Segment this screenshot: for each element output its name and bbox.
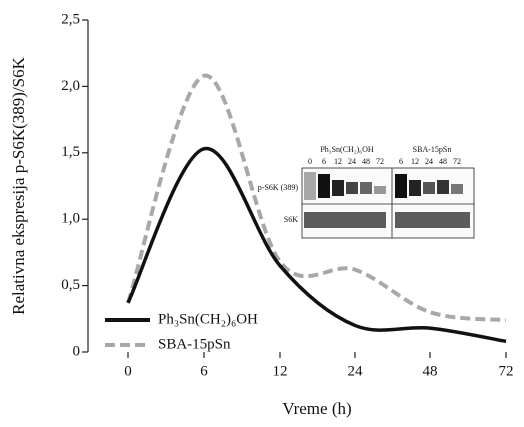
- legend-label: Ph₃Sn(CH₂)₆OH: [158, 311, 258, 327]
- x-tick-label: 12: [273, 363, 288, 379]
- y-tick-label: 0: [73, 343, 81, 359]
- inset-blot: [301, 167, 475, 239]
- y-tick-label: 2,0: [61, 78, 80, 94]
- inset-lane-label: 0: [308, 157, 312, 166]
- inset-lane-label: 72: [376, 157, 384, 166]
- y-tick-label: 1,0: [61, 211, 80, 227]
- x-tick-label: 24: [348, 363, 364, 379]
- x-tick-label: 0: [124, 363, 132, 379]
- inset-lane-label: 72: [453, 157, 461, 166]
- x-tick-label: 72: [499, 363, 514, 379]
- inset-lane-label: 12: [334, 157, 342, 166]
- inset-lane-label: 6: [322, 157, 326, 166]
- inset-lane-label: 24: [425, 157, 433, 166]
- inset-row-label: S6K: [284, 215, 298, 224]
- y-axis-title: Relativna ekspresija p-S6K(389)/S6K: [9, 56, 28, 315]
- series-line: [126, 147, 507, 344]
- inset-group-label: Ph₃Sn(CH₂)₆OH: [320, 145, 373, 154]
- series-line: [126, 73, 507, 323]
- inset-lane-label: 48: [439, 157, 447, 166]
- inset-row-label: p-S6K (389): [258, 183, 299, 192]
- y-tick-label: 0,5: [61, 277, 80, 293]
- legend-label: SBA-15pSn: [158, 336, 231, 352]
- y-tick-label: 1,5: [61, 144, 80, 160]
- inset-group-label: SBA-15pSn: [413, 145, 452, 154]
- x-axis-title: Vreme (h): [282, 399, 351, 418]
- inset-lane-label: 6: [399, 157, 403, 166]
- y-tick-label: 2,5: [61, 11, 80, 27]
- x-tick-label: 48: [423, 363, 438, 379]
- inset-lane-label: 48: [362, 157, 370, 166]
- x-tick-label: 6: [200, 363, 208, 379]
- inset-lane-label: 24: [348, 157, 356, 166]
- inset-lane-label: 12: [411, 157, 419, 166]
